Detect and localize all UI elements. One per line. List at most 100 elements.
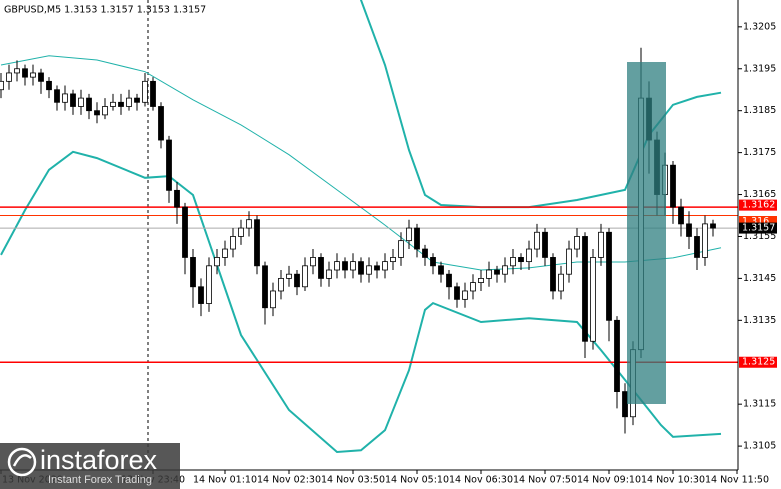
candle-body [62,93,68,103]
candle-body [502,265,508,275]
candle-body [518,257,524,263]
candle-body [606,231,612,321]
candle-body [510,257,516,267]
candle-body [206,265,212,304]
candle-body [94,110,100,116]
candle-body [262,265,268,309]
candle-body [158,106,164,141]
candle-body [622,391,628,418]
candle-body [214,257,220,267]
candle-body [334,261,340,271]
candle-body [558,273,564,292]
candle-body [478,277,484,283]
candle-body [174,189,180,208]
candle-body [110,101,116,107]
candle-body [550,257,556,292]
level-label: 1.3125 [742,357,775,368]
candle-body [390,257,396,263]
candle-body [342,261,348,271]
x-tick-label: 14 Nov 07:50 [513,475,577,486]
candle-body [302,265,308,288]
candle-body [414,227,420,250]
candle-body [70,93,76,107]
candle-body [190,257,196,288]
y-tick-label: 1.3195 [743,63,776,74]
y-tick-label: 1.3145 [743,273,776,284]
logo-tagline: Instant Forex Trading [48,474,152,486]
candle-body [398,240,404,258]
candle-body [310,257,316,267]
candle-body [278,277,284,292]
candle-body [134,97,140,103]
candle-body [0,80,4,91]
candle-body [150,80,156,107]
candle-body [710,223,716,229]
candle-body [238,227,244,237]
candle-body [670,164,676,208]
logo-name: instaforex [40,445,158,475]
candle-body [358,261,364,275]
candle-body [14,68,20,74]
level-label-bg [739,222,777,234]
candle-body [350,261,356,271]
candle-body [526,248,532,263]
y-tick-label: 1.3155 [743,231,776,242]
candle-body [46,80,52,91]
candle-body [182,206,188,258]
candle-body [6,72,12,82]
candle-body [574,236,580,250]
candle-body [702,223,708,258]
x-tick-label: 14 Nov 11:50 [705,475,769,486]
candle-body [446,273,452,288]
candle-body [614,319,620,392]
chart-title: GBPUSD,M5 1.3153 1.3157 1.3153 1.3157 [4,5,206,16]
candle-body [326,269,332,279]
candle-body [494,269,500,275]
candle-body [86,97,92,112]
candle-body [166,139,172,191]
candle-body [566,248,572,275]
candle-body [534,231,540,250]
candle-body [406,227,412,242]
candle-body [430,257,436,267]
candle-body [470,282,476,292]
candle-body [598,231,604,258]
candle-body [230,236,236,250]
candle-body [366,265,372,275]
candle-body [38,72,44,82]
level-label-bg [739,216,777,228]
x-tick-label: 14 Nov 10:30 [641,475,705,486]
x-tick-label: 14 Nov 01:10 [193,475,257,486]
x-tick-label: 14 Nov 09:10 [577,475,641,486]
logo-icon [7,447,37,477]
y-tick-label: 1.3205 [743,21,776,32]
level-label: 1.316 [742,216,769,227]
y-tick-label: 1.3115 [743,399,776,410]
candle-body [438,265,444,275]
x-tick-label: 14 Nov 02:30 [257,475,321,486]
candle-body [22,68,28,78]
logo: instaforex Instant Forex Trading [0,443,180,489]
candle-body [694,236,700,258]
candle-body [142,80,148,103]
candle-body [486,269,492,279]
level-label: 1.3157 [742,223,775,234]
candle-body [54,89,60,103]
candle-body [246,219,252,229]
logo-icon [12,454,32,467]
level-label: 1.3162 [742,200,775,211]
candle-body [462,290,468,300]
y-tick-label: 1.3185 [743,105,776,116]
y-tick-label: 1.3175 [743,147,776,158]
candle-body [294,273,300,288]
x-tick-label: 14 Nov 05:10 [385,475,449,486]
x-tick-label: 14 Nov 03:50 [321,475,385,486]
y-tick-label: 1.3165 [743,189,776,200]
level-label-bg [739,356,777,368]
y-tick-label: 1.3135 [743,315,776,326]
candle-body [102,106,108,116]
plot-area [0,0,738,470]
candle-body [254,219,260,267]
y-tick-label: 1.3105 [743,441,776,452]
